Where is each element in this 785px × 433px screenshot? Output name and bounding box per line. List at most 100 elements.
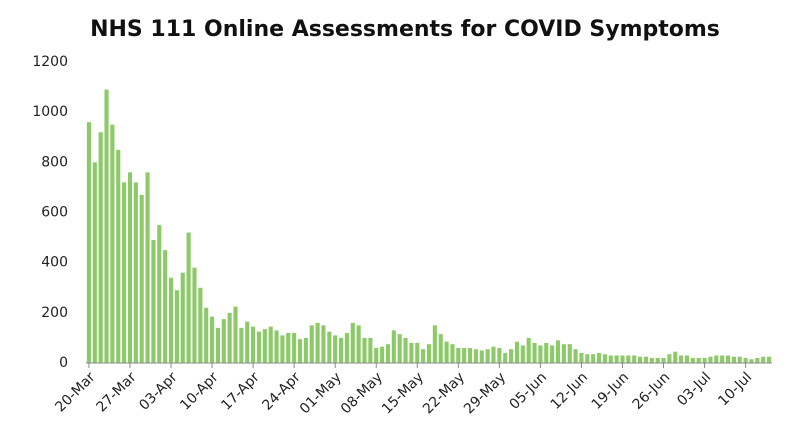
bar	[303, 337, 308, 363]
bar	[737, 356, 742, 363]
bar	[127, 172, 133, 363]
bar	[526, 337, 531, 363]
bar	[163, 250, 168, 363]
bar	[667, 354, 672, 363]
bar	[456, 347, 461, 363]
y-tick-label: 0	[59, 355, 68, 371]
chart-title: NHS 111 Online Assessments for COVID Sym…	[90, 17, 720, 42]
bar	[426, 344, 432, 363]
bar	[251, 326, 256, 363]
x-tick-label: 19-Jun	[589, 369, 633, 413]
bar	[708, 356, 713, 363]
x-tick-label: 05-Jun	[507, 369, 551, 413]
bar	[409, 342, 414, 363]
bar	[256, 331, 262, 363]
bar	[620, 355, 625, 363]
bar	[221, 319, 226, 363]
bar	[210, 316, 215, 363]
x-tick-label: 01-May	[297, 369, 345, 417]
bar	[368, 337, 373, 363]
bar	[544, 342, 549, 363]
bar	[268, 326, 273, 363]
bar	[550, 345, 555, 363]
x-tick-label: 17-Apr	[218, 369, 263, 414]
y-tick-label: 600	[41, 205, 68, 221]
x-tick-label: 22-May	[420, 369, 468, 417]
bar	[467, 347, 473, 363]
bar	[514, 341, 520, 363]
x-tick-label: 10-Jul	[715, 369, 755, 409]
bar	[116, 149, 121, 363]
bar	[333, 335, 338, 363]
y-tick-label: 800	[41, 154, 68, 170]
bar	[561, 344, 566, 363]
bar	[444, 341, 449, 363]
bar	[538, 345, 543, 363]
x-tick-label: 26-Jun	[630, 369, 674, 413]
bar	[585, 354, 590, 363]
bar	[180, 272, 185, 363]
x-tick-label: 08-May	[338, 369, 386, 417]
bar	[608, 355, 613, 363]
bar	[380, 346, 385, 363]
bar	[690, 357, 695, 363]
x-tick-label: 03-Apr	[136, 369, 181, 414]
bar	[473, 349, 478, 363]
bar	[204, 307, 209, 363]
bar	[655, 357, 660, 363]
bar	[280, 335, 285, 363]
bar	[297, 339, 303, 363]
bar	[661, 357, 666, 363]
bar	[643, 356, 648, 363]
bar	[579, 352, 584, 363]
x-tick-label: 03-Jul	[674, 369, 714, 409]
bar	[432, 325, 437, 363]
x-tick-label: 20-Mar	[52, 369, 98, 415]
bar	[761, 356, 766, 363]
bar	[696, 357, 701, 363]
bar	[421, 349, 426, 363]
bar	[684, 355, 690, 363]
x-tick-label: 10-Apr	[177, 369, 222, 414]
bar	[509, 349, 514, 363]
bar	[731, 356, 736, 363]
bar	[403, 337, 408, 363]
bar	[720, 355, 725, 363]
bar	[104, 89, 109, 363]
x-tick-label: 29-May	[461, 369, 509, 417]
bar	[292, 332, 297, 363]
bar	[338, 337, 344, 363]
bar	[673, 351, 678, 363]
bar	[714, 355, 719, 363]
bar	[450, 344, 455, 363]
bar	[638, 356, 643, 363]
bar	[725, 355, 731, 363]
bar	[755, 357, 760, 363]
bar	[626, 355, 631, 363]
bar	[309, 325, 314, 363]
y-tick-label: 200	[41, 305, 68, 321]
bar	[86, 122, 91, 363]
bar	[145, 172, 150, 363]
bar	[350, 322, 355, 363]
bar	[567, 344, 572, 363]
x-tick-label: 12-Jun	[548, 369, 592, 413]
bar	[479, 350, 484, 363]
bar	[555, 340, 561, 363]
bar	[385, 344, 391, 363]
bar	[157, 225, 162, 363]
bar	[122, 182, 127, 363]
bar	[215, 327, 220, 363]
bar	[151, 240, 156, 363]
bar	[110, 124, 115, 363]
bar	[743, 357, 748, 363]
bar	[139, 194, 144, 363]
bar	[315, 322, 320, 363]
bar	[614, 355, 619, 363]
bar	[602, 354, 607, 363]
bar	[286, 332, 291, 363]
bar	[227, 312, 232, 363]
bar	[239, 327, 244, 363]
bar	[491, 346, 496, 363]
